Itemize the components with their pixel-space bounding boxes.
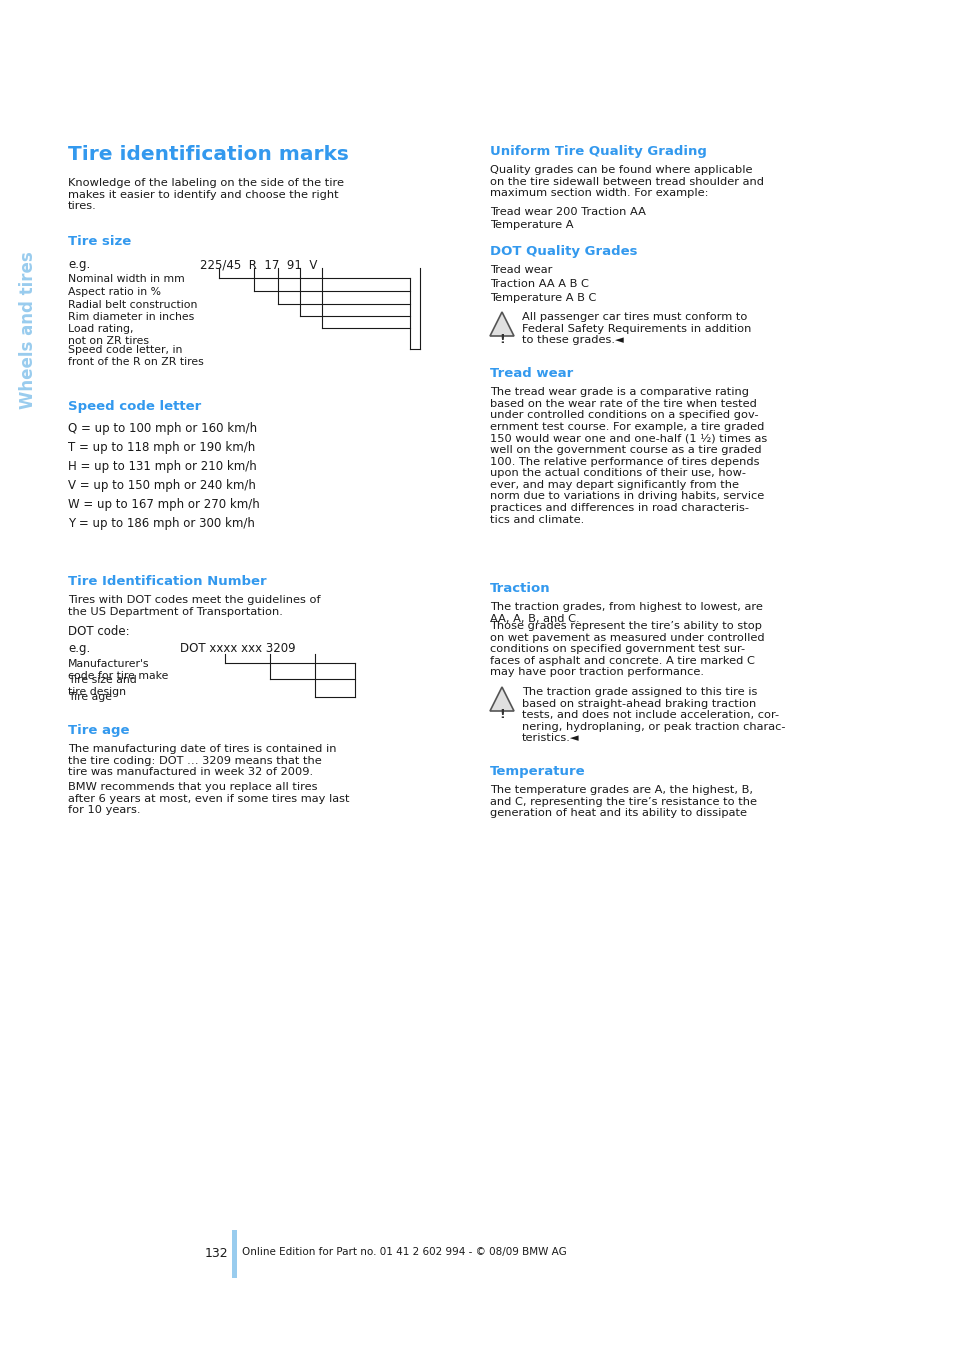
Text: Knowledge of the labeling on the side of the tire
makes it easier to identify an: Knowledge of the labeling on the side of…: [68, 178, 344, 211]
Text: DOT code:: DOT code:: [68, 625, 130, 639]
Polygon shape: [490, 687, 514, 711]
Text: Temperature: Temperature: [490, 765, 585, 778]
Text: Tread wear: Tread wear: [490, 265, 552, 275]
Text: Load rating,
not on ZR tires: Load rating, not on ZR tires: [68, 324, 149, 346]
Text: The manufacturing date of tires is contained in
the tire coding: DOT … 3209 mean: The manufacturing date of tires is conta…: [68, 744, 336, 778]
Text: Tread wear: Tread wear: [490, 367, 573, 379]
Text: T = up to 118 mph or 190 km/h: T = up to 118 mph or 190 km/h: [68, 441, 255, 454]
Text: !: !: [498, 333, 504, 346]
Text: Tire Identification Number: Tire Identification Number: [68, 575, 266, 589]
Text: The tread wear grade is a comparative rating
based on the wear rate of the tire : The tread wear grade is a comparative ra…: [490, 387, 766, 525]
Text: Tire size and
tire design: Tire size and tire design: [68, 675, 136, 697]
Bar: [232, 1230, 236, 1278]
Text: Speed code letter: Speed code letter: [68, 400, 201, 413]
Text: Tire age: Tire age: [68, 693, 112, 702]
Text: Tire identification marks: Tire identification marks: [68, 144, 349, 163]
Text: Tread wear 200 Traction AA: Tread wear 200 Traction AA: [490, 207, 645, 217]
Text: Aspect ratio in %: Aspect ratio in %: [68, 288, 161, 297]
Text: Temperature A: Temperature A: [490, 220, 573, 230]
Text: Online Edition for Part no. 01 41 2 602 994 - © 08/09 BMW AG: Online Edition for Part no. 01 41 2 602 …: [242, 1247, 566, 1257]
Text: DOT Quality Grades: DOT Quality Grades: [490, 244, 637, 258]
Text: The traction grade assigned to this tire is
based on straight-ahead braking trac: The traction grade assigned to this tire…: [521, 687, 784, 744]
Text: Temperature A B C: Temperature A B C: [490, 293, 596, 302]
Text: e.g.: e.g.: [68, 643, 91, 655]
Text: V = up to 150 mph or 240 km/h: V = up to 150 mph or 240 km/h: [68, 479, 255, 491]
Text: H = up to 131 mph or 210 km/h: H = up to 131 mph or 210 km/h: [68, 460, 256, 472]
Text: Tire age: Tire age: [68, 724, 130, 737]
Text: Speed code letter, in
front of the R on ZR tires: Speed code letter, in front of the R on …: [68, 346, 204, 367]
Text: All passenger car tires must conform to
Federal Safety Requirements in addition
: All passenger car tires must conform to …: [521, 312, 751, 346]
Text: Quality grades can be found where applicable
on the tire sidewall between tread : Quality grades can be found where applic…: [490, 165, 763, 198]
Polygon shape: [490, 312, 514, 336]
Text: W = up to 167 mph or 270 km/h: W = up to 167 mph or 270 km/h: [68, 498, 259, 512]
Text: !: !: [498, 707, 504, 721]
Text: Wheels and tires: Wheels and tires: [19, 251, 37, 409]
Text: Manufacturer's
code for tire make: Manufacturer's code for tire make: [68, 659, 168, 680]
Text: Traction AA A B C: Traction AA A B C: [490, 279, 588, 289]
Text: e.g.: e.g.: [68, 258, 91, 271]
Text: The temperature grades are A, the highest, B,
and C, representing the tire’s res: The temperature grades are A, the highes…: [490, 784, 757, 818]
Text: 132: 132: [204, 1247, 228, 1260]
Text: Rim diameter in inches: Rim diameter in inches: [68, 312, 194, 323]
Text: BMW recommends that you replace all tires
after 6 years at most, even if some ti: BMW recommends that you replace all tire…: [68, 782, 349, 815]
Text: Uniform Tire Quality Grading: Uniform Tire Quality Grading: [490, 144, 706, 158]
Text: The traction grades, from highest to lowest, are
AA, A, B, and C.: The traction grades, from highest to low…: [490, 602, 762, 624]
Text: Tire size: Tire size: [68, 235, 132, 248]
Text: Nominal width in mm: Nominal width in mm: [68, 274, 185, 284]
Text: Those grades represent the tire’s ability to stop
on wet pavement as measured un: Those grades represent the tire’s abilit…: [490, 621, 763, 678]
Text: Tires with DOT codes meet the guidelines of
the US Department of Transportation.: Tires with DOT codes meet the guidelines…: [68, 595, 320, 617]
Text: 225/45  R  17  91  V: 225/45 R 17 91 V: [200, 258, 317, 271]
Text: Q = up to 100 mph or 160 km/h: Q = up to 100 mph or 160 km/h: [68, 423, 257, 435]
Text: Y = up to 186 mph or 300 km/h: Y = up to 186 mph or 300 km/h: [68, 517, 254, 531]
Text: Radial belt construction: Radial belt construction: [68, 300, 197, 310]
Text: DOT xxxx xxx 3209: DOT xxxx xxx 3209: [180, 643, 295, 655]
Text: Traction: Traction: [490, 582, 550, 595]
